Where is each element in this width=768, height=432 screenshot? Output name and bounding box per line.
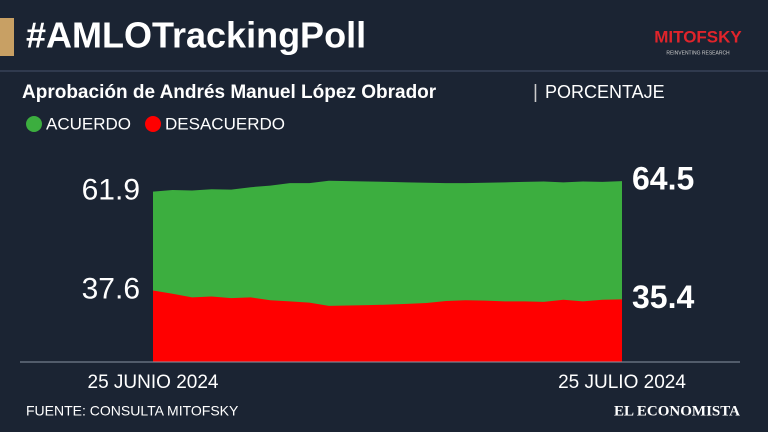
logo: MITOFSKY [654,27,742,46]
logo-tagline: REINVENTING RESEARCH [666,50,730,56]
legend-swatch [26,116,42,132]
x-tick-label: 25 JULIO 2024 [558,372,686,393]
area [153,290,622,362]
subtitle-separator: | [533,82,538,103]
end-value-label: 64.5 [632,161,694,197]
legend-label: DESACUERDO [165,114,285,133]
legend-label: ACUERDO [46,114,131,133]
start-value-label: 61.9 [82,174,140,207]
chart-title: #AMLOTrackingPoll [26,15,366,56]
unit: PORCENTAJE [545,82,665,102]
subtitle: Aprobación de Andrés Manuel López Obrado… [22,82,437,103]
x-tick-label: 25 JUNIO 2024 [88,372,219,393]
publisher: EL ECONOMISTA [614,403,740,419]
source: FUENTE: CONSULTA MITOFSKY [26,403,239,419]
legend: ACUERDO DESACUERDO [26,114,285,133]
title-accent [0,18,14,56]
end-value-label: 35.4 [632,279,694,315]
legend-swatch [145,116,162,132]
start-value-label: 37.6 [82,272,140,305]
